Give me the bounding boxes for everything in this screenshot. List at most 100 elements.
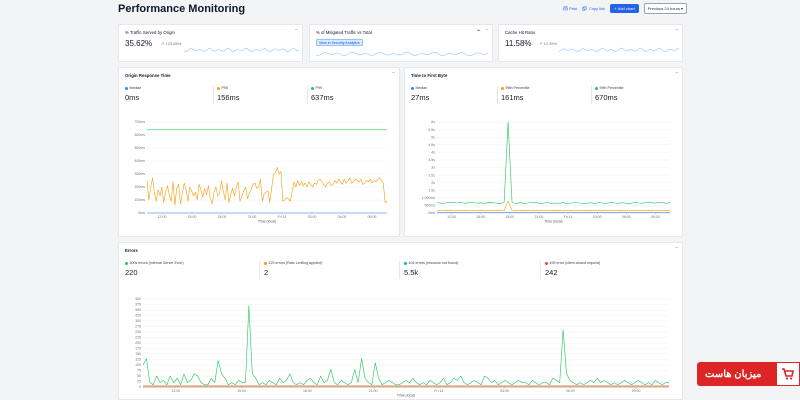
x-tick-label: 15:00 (476, 215, 485, 219)
y-tick-label: 100ms (134, 198, 145, 202)
page-title: Performance Monitoring (118, 3, 246, 15)
stat-card-cache-hit: Cache Hit Ratio ··· 11.58% ↗ 12.39% (498, 24, 683, 62)
add-chart-label: Add chart (617, 6, 635, 11)
metric-value: 637ms (311, 93, 334, 102)
y-tick-label: 300ms (134, 172, 145, 176)
card-title: Errors (125, 248, 138, 253)
metric-p99: P99 637ms (311, 86, 334, 102)
timeframe-label: Previous 24 hours (647, 6, 680, 11)
y-tick-label: 0 (139, 385, 141, 389)
y-tick-label: 1,000ms (422, 196, 436, 200)
y-tick-label: 2s (431, 181, 435, 185)
legend-dot (595, 86, 598, 90)
copy-link-button[interactable]: Copy link (582, 6, 605, 11)
stat-value: 11.58% (505, 39, 532, 48)
stat-delta: ↗ 12.39% (539, 40, 558, 46)
errors-card: Errors ··· 500s errors (Internal Server … (118, 242, 683, 400)
y-tick-label: 75 (137, 369, 141, 373)
y-tick-label: 3.5s (428, 158, 435, 162)
metric-value: 242 (545, 268, 558, 277)
divider (591, 86, 592, 104)
series-line (436, 121, 671, 205)
promo-text: میزبان هاست (705, 368, 762, 380)
metric-499: 499 error (client closed request) 242 (545, 261, 601, 277)
y-tick-label: 500ms (134, 146, 145, 150)
y-tick-label: 250 (135, 330, 141, 334)
ttfb-chart: 0ms 500ms 1,000ms 1.5s 2s 2.5s 3s 3.5s 4s 4.5s 5s 5… (422, 120, 671, 224)
x-tick-label: 03:00 (500, 389, 509, 393)
origin-response-chart: 0ms 100ms 200ms 300ms 400ms 500ms 600ms 700ms 12… (134, 120, 388, 224)
x-tick-label: 21:00 (369, 389, 378, 393)
x-tick-label: 12:00 (158, 215, 167, 219)
y-tick-label: 600ms (134, 133, 145, 137)
metric-value: 0ms (125, 93, 140, 102)
sparkline-traffic-origin (184, 47, 299, 53)
legend-dot (545, 261, 548, 265)
stat-title: % Traffic Served by Origin (125, 30, 175, 35)
y-tick-label: 375 (135, 303, 141, 307)
divider (497, 86, 498, 104)
series-line (146, 167, 388, 206)
y-tick-label: 6s (431, 120, 435, 124)
metric-median: Median 0ms (125, 86, 142, 102)
divider (399, 261, 400, 279)
security-analytics-link[interactable]: View in Security Analytics (316, 39, 363, 46)
metric-value: 156ms (217, 93, 240, 102)
y-tick-label: 0ms (138, 211, 145, 215)
y-tick-label: 175 (135, 347, 141, 351)
x-tick-label: 06:00 (566, 389, 575, 393)
divider (540, 261, 541, 279)
divider (307, 86, 308, 104)
cart-icon (776, 362, 800, 386)
metric-value: 2 (264, 268, 269, 277)
x-tick-label: 09:00 (632, 389, 641, 393)
x-axis-title: Time (local) (544, 220, 562, 224)
y-tick-label: 5s (431, 135, 435, 139)
sparkline-mitigated (316, 51, 488, 57)
add-chart-button[interactable]: + Add chart (610, 4, 639, 13)
metric-500s: 500s errors (Internal Server Error) 220 (125, 261, 184, 277)
card-menu-button[interactable]: ··· (674, 245, 679, 251)
settings-icon[interactable]: ⌖ (477, 28, 480, 34)
y-tick-label: 225 (135, 336, 141, 340)
x-tick-label: 15:00 (237, 389, 246, 393)
stat-title: % of Mitigated Traffic vs Total (316, 30, 372, 35)
x-tick-label: 09:00 (368, 215, 377, 219)
card-menu-button[interactable]: ··· (484, 27, 489, 33)
card-menu-button[interactable]: ··· (294, 27, 299, 33)
x-tick-label: 03:00 (308, 215, 317, 219)
y-tick-label: 100 (135, 363, 141, 367)
x-tick-label: 18:00 (505, 215, 514, 219)
metric-p99: 99th Percentile 670ms (595, 86, 624, 102)
x-tick-label: 15:00 (188, 215, 197, 219)
y-tick-label: 200ms (134, 185, 145, 189)
y-tick-label: 2.5s (428, 173, 435, 177)
promo-banner[interactable]: میزبان هاست (697, 362, 800, 386)
legend-dot (125, 261, 128, 265)
y-tick-label: 1.5s (428, 188, 435, 192)
page-header: Performance Monitoring Print Copy link +… (0, 0, 800, 20)
y-tick-label: 150 (135, 352, 141, 356)
y-tick-label: 0ms (428, 211, 435, 215)
stat-delta: ↗ 123.85% (161, 40, 182, 46)
x-tick-label: Fri 14 (434, 389, 443, 393)
y-tick-label: 500ms (424, 204, 435, 208)
print-button[interactable]: Print (562, 6, 577, 11)
metric-p95: 95th Percentile 161ms (501, 86, 530, 102)
x-tick-label: 03:00 (593, 215, 602, 219)
timeframe-select[interactable]: Previous 24 hours ▾ (643, 3, 687, 14)
y-tick-label: 25 (137, 380, 141, 384)
y-tick-label: 125 (135, 358, 141, 362)
x-tick-label: 18:00 (218, 215, 227, 219)
stat-card-mitigated-traffic: % of Mitigated Traffic vs Total ⌖ ··· Vi… (309, 24, 493, 62)
metric-p95: P95 156ms (217, 86, 240, 102)
legend-dot (311, 86, 314, 90)
y-tick-label: 50 (137, 374, 141, 378)
card-menu-button[interactable]: ··· (674, 70, 679, 76)
legend-dot (217, 86, 220, 90)
card-menu-button[interactable]: ··· (391, 70, 396, 76)
legend-dot (501, 86, 504, 90)
y-tick-label: 700ms (134, 120, 145, 124)
card-menu-button[interactable]: ··· (674, 27, 679, 33)
